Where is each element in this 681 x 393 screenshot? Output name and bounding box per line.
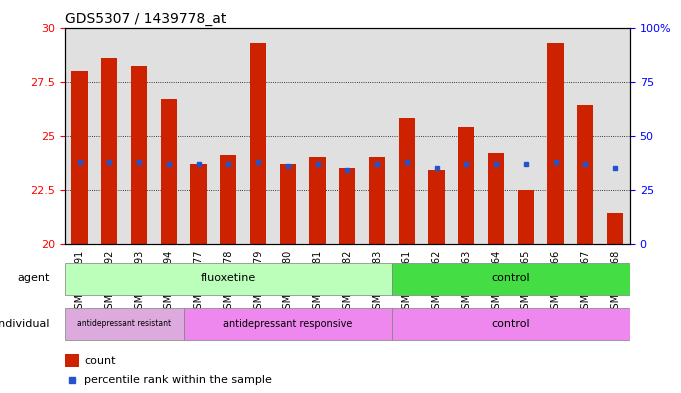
Bar bbox=[220, 155, 236, 244]
Bar bbox=[398, 118, 415, 244]
Text: control: control bbox=[492, 273, 530, 283]
Bar bbox=[548, 42, 564, 244]
Bar bbox=[131, 66, 147, 244]
Bar bbox=[369, 157, 385, 244]
Text: control: control bbox=[492, 318, 530, 329]
Bar bbox=[488, 153, 504, 244]
Bar bbox=[392, 308, 630, 340]
Text: percentile rank within the sample: percentile rank within the sample bbox=[84, 375, 272, 386]
Text: GDS5307 / 1439778_at: GDS5307 / 1439778_at bbox=[65, 13, 226, 26]
Bar bbox=[101, 58, 118, 244]
Text: count: count bbox=[84, 356, 116, 366]
Bar bbox=[65, 263, 392, 295]
Text: fluoxetine: fluoxetine bbox=[201, 273, 256, 283]
Bar bbox=[309, 157, 326, 244]
Bar bbox=[250, 42, 266, 244]
Text: antidepressant resistant: antidepressant resistant bbox=[77, 319, 171, 328]
Bar bbox=[428, 170, 445, 244]
Bar bbox=[607, 213, 623, 244]
Bar bbox=[65, 308, 184, 340]
Text: antidepressant responsive: antidepressant responsive bbox=[223, 318, 353, 329]
Bar bbox=[577, 105, 593, 244]
Bar bbox=[184, 308, 392, 340]
Bar bbox=[191, 163, 207, 244]
Bar bbox=[518, 189, 534, 244]
Bar bbox=[65, 354, 79, 367]
Text: individual: individual bbox=[0, 318, 50, 329]
Bar bbox=[339, 168, 355, 244]
Bar bbox=[392, 263, 630, 295]
Bar bbox=[458, 127, 475, 244]
Bar bbox=[280, 163, 296, 244]
Bar bbox=[161, 99, 177, 244]
Bar bbox=[72, 71, 88, 244]
Text: agent: agent bbox=[18, 273, 50, 283]
